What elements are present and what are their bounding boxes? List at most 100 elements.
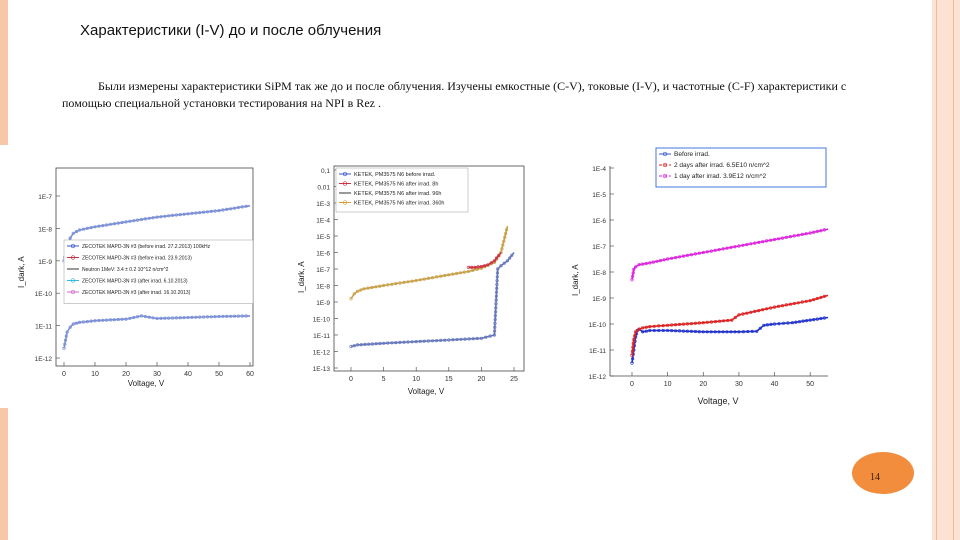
data-point — [769, 238, 773, 242]
data-point — [673, 255, 678, 260]
legend-label: ZECOTEK MAPD-3N #3 (after irrad. 6.10.20… — [82, 279, 188, 285]
legend-label: Neutron 1MeV: 3.4 ± 0.2 10^12 n/cm^2 — [82, 267, 169, 273]
data-point — [108, 318, 113, 322]
data-point — [784, 235, 788, 239]
data-point — [673, 329, 678, 333]
data-point — [796, 301, 800, 305]
series-line — [631, 316, 829, 364]
data-point — [815, 317, 819, 321]
data-point — [630, 349, 635, 353]
x-tick-label: 0 — [349, 376, 353, 383]
data-point — [439, 338, 443, 342]
data-point — [63, 338, 68, 342]
data-point — [367, 342, 371, 346]
data-point — [93, 319, 97, 323]
data-point — [651, 260, 655, 264]
data-point — [701, 321, 705, 325]
data-point — [717, 330, 721, 334]
data-point — [804, 299, 808, 303]
data-point — [186, 212, 190, 216]
x-tick-label: 30 — [153, 371, 161, 378]
chart1-svg: 1E-12 1E-11 1E-10 1E-9 1E-8 1E-7 0 10 20 30 40 50 6… — [17, 167, 254, 388]
data-point — [104, 223, 109, 227]
data-point — [493, 329, 497, 333]
x-tick-label: 15 — [445, 376, 453, 383]
data-point — [819, 316, 823, 321]
data-point — [443, 338, 447, 342]
data-point — [89, 225, 93, 230]
data-point — [632, 338, 636, 342]
data-point — [124, 317, 128, 321]
data-point — [709, 330, 713, 334]
y-tick-label: 1E-12 — [35, 356, 53, 363]
data-point — [510, 253, 514, 257]
data-point — [713, 330, 717, 334]
data-point — [790, 321, 794, 325]
data-point — [648, 261, 652, 265]
data-point — [186, 315, 190, 320]
x-tick-label: 25 — [510, 376, 518, 383]
data-point — [352, 344, 356, 348]
data-point — [455, 337, 459, 342]
legend-label: KETEK, PM3575 N6 after irrad. 360h — [354, 201, 445, 207]
series-line — [631, 294, 829, 356]
data-point — [471, 337, 475, 341]
data-point — [406, 280, 410, 284]
data-point — [502, 239, 506, 243]
data-point — [116, 317, 120, 322]
data-point — [812, 230, 816, 234]
data-point — [713, 248, 717, 252]
data-point — [725, 246, 729, 250]
data-point — [630, 274, 635, 278]
data-point — [765, 323, 769, 327]
data-point — [758, 326, 762, 330]
data-point — [757, 240, 761, 244]
data-point — [85, 226, 89, 230]
data-point — [494, 290, 499, 294]
data-point — [458, 271, 463, 275]
data-point — [386, 283, 390, 287]
data-point — [761, 308, 765, 312]
data-point — [71, 322, 75, 326]
data-point — [221, 314, 225, 318]
data-point — [370, 342, 374, 346]
data-point — [467, 337, 471, 341]
data-point — [746, 329, 750, 334]
data-point — [198, 315, 202, 319]
data-point — [139, 217, 144, 222]
data-point — [386, 341, 390, 345]
data-point — [721, 330, 725, 334]
data-point — [182, 316, 186, 320]
data-point — [349, 344, 353, 349]
data-point — [662, 258, 666, 262]
data-point — [151, 216, 155, 220]
data-point — [769, 322, 773, 326]
y-tick-label: 1E-8 — [316, 284, 330, 291]
data-point — [174, 213, 178, 217]
data-point — [697, 321, 701, 325]
data-point — [435, 339, 439, 343]
chart3-svg: 1E-121E-111E-101E-91E-81E-71E-61E-51E-4 … — [571, 147, 829, 406]
data-point — [499, 250, 503, 255]
data-point — [630, 353, 634, 357]
data-point — [163, 214, 167, 218]
legend-label: ZECOTEK MAPD-3N #3 (before irrad. 27.2.2… — [82, 244, 211, 250]
legend-label: KETEK, PM3575 N6 after irrad. 96h — [354, 191, 441, 197]
data-point — [74, 229, 79, 234]
slide-title: Характеристики (I-V) до и после облучени… — [80, 22, 382, 39]
data-point — [104, 318, 109, 322]
data-point — [426, 276, 430, 280]
x-tick-label: 10 — [91, 371, 99, 378]
x-tick-label: 50 — [215, 371, 223, 378]
data-point — [236, 205, 240, 210]
data-point — [693, 321, 697, 325]
data-point — [410, 340, 414, 344]
legend-marker — [70, 289, 76, 295]
data-point — [633, 265, 638, 269]
chart2-xlabel: Voltage, V — [408, 387, 445, 396]
data-point — [665, 323, 670, 327]
chart2-ylabel: I_dark, A — [297, 261, 306, 293]
data-point — [447, 338, 451, 342]
data-point — [151, 316, 155, 320]
data-point — [657, 328, 661, 333]
